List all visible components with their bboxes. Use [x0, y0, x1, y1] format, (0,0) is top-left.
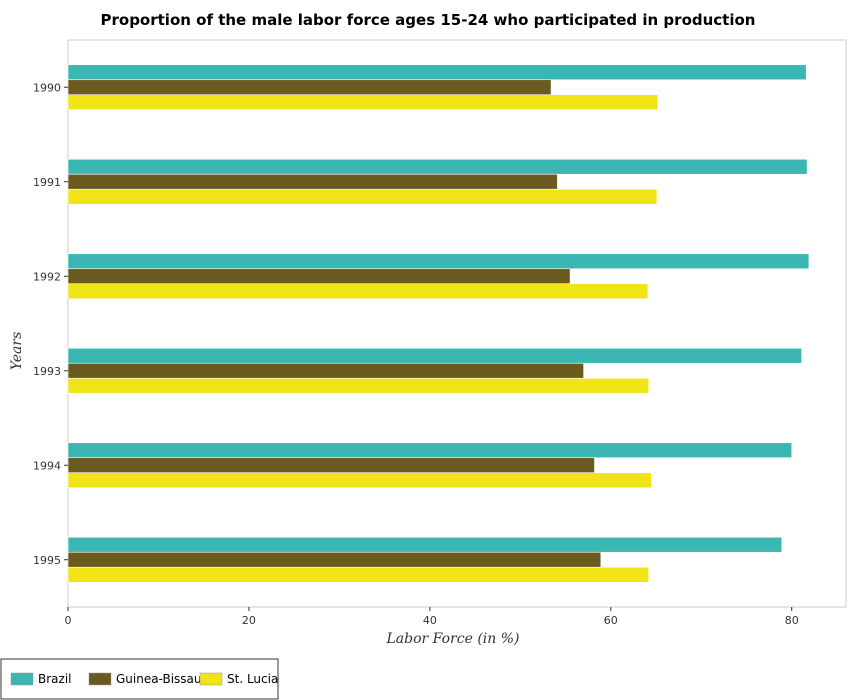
x-tick-label: 80: [785, 614, 799, 627]
legend-swatch: [199, 672, 223, 686]
legend-box: [0, 658, 279, 700]
bar-st-lucia-1995: [67, 566, 650, 583]
bar-st-lucia-1991: [67, 188, 658, 205]
y-tick-label: 1992: [33, 270, 61, 283]
bar-st-lucia-1990: [67, 94, 659, 111]
bar-st-lucia-1992: [67, 283, 649, 300]
bar-guinea-bissau-1992: [67, 268, 571, 285]
bar-guinea-bissau-1995: [67, 551, 602, 568]
x-axis-label: Labor Force (in %): [386, 631, 520, 647]
y-tick-label: 1995: [33, 554, 61, 567]
legend: Brazil Guinea-Bissau St. Lucia: [0, 658, 279, 700]
bar-brazil-1992: [67, 253, 810, 270]
legend-entry: St. Lucia: [227, 672, 278, 686]
legend-entry: Brazil: [38, 672, 72, 686]
y-tick-label: 1993: [33, 365, 61, 378]
plot-area: 1990 1991 1992 1993 1994 1995 0 20 40 60 80: [33, 39, 847, 627]
legend-swatch: [10, 672, 34, 686]
legend-swatch: [88, 672, 112, 686]
x-tick-label: 60: [604, 614, 618, 627]
legend-entry: Guinea-Bissau: [116, 672, 202, 686]
x-tick-label: 20: [242, 614, 256, 627]
y-axis-label: Years: [9, 332, 25, 371]
bar-brazil-1993: [67, 347, 802, 364]
bar-guinea-bissau-1993: [67, 362, 584, 379]
bar-guinea-bissau-1991: [67, 173, 558, 190]
bar-brazil-1995: [67, 536, 783, 553]
y-tick-label: 1994: [33, 459, 61, 472]
chart-title: Proportion of the male labor force ages …: [101, 11, 756, 29]
bar-brazil-1990: [67, 64, 807, 81]
y-tick-label: 1990: [33, 81, 61, 94]
y-tick-label: 1991: [33, 176, 61, 189]
bar-guinea-bissau-1994: [67, 457, 595, 474]
x-tick-label: 40: [423, 614, 437, 627]
bar-guinea-bissau-1990: [67, 79, 552, 96]
x-tick-label: 0: [65, 614, 72, 627]
bar-brazil-1994: [67, 442, 793, 459]
bar-brazil-1991: [67, 158, 808, 175]
bar-st-lucia-1994: [67, 472, 652, 489]
bar-st-lucia-1993: [67, 377, 650, 394]
plot-frame: [67, 39, 847, 608]
